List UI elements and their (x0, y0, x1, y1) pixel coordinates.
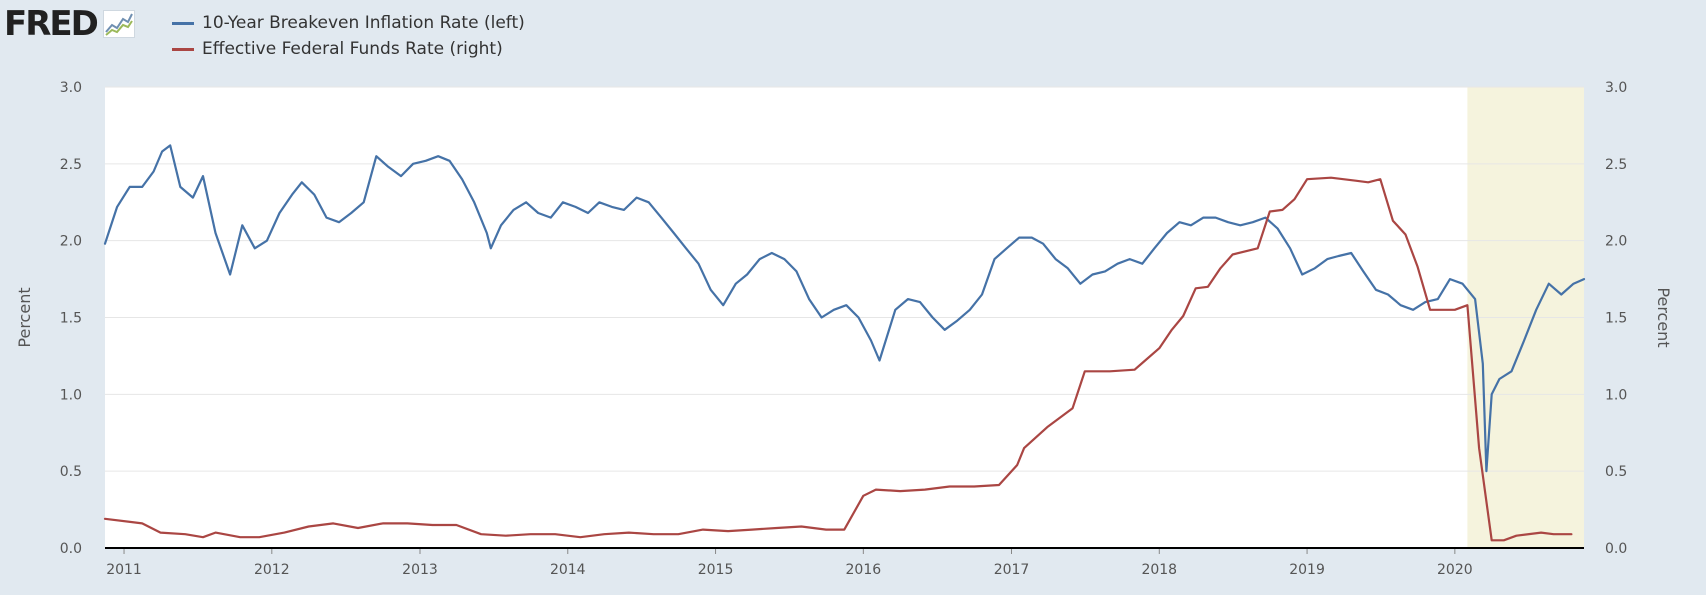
fred-logo[interactable]: FRED (4, 6, 135, 42)
chart-header: FRED 10-Year Breakeven Inflation Rate (l… (0, 0, 1706, 70)
right-tick-label: 1.5 (1605, 311, 1627, 327)
right-tick-label: 2.5 (1605, 157, 1627, 173)
left-tick-label: 2.0 (60, 234, 82, 250)
right-tick-label: 0.0 (1605, 541, 1627, 557)
left-tick-label: 3.0 (60, 80, 82, 96)
x-tick-label: 2017 (994, 562, 1030, 578)
x-tick-label: 2015 (698, 562, 734, 578)
left-tick-label: 0.0 (60, 541, 82, 557)
left-tick-label: 1.5 (60, 311, 82, 327)
right-tick-label: 3.0 (1605, 80, 1627, 96)
left-tick-label: 1.0 (60, 387, 82, 403)
left-tick-label: 0.5 (60, 464, 82, 480)
x-tick-label: 2018 (1141, 562, 1177, 578)
right-tick-label: 0.5 (1605, 464, 1627, 480)
chart-line-icon (102, 10, 135, 38)
legend-swatch-fed-funds (172, 47, 194, 51)
right-tick-label: 1.0 (1605, 387, 1627, 403)
right-axis-title: Percent (1654, 287, 1673, 347)
x-tick-label: 2011 (106, 562, 142, 578)
legend-label-fed-funds: Effective Federal Funds Rate (right) (202, 39, 503, 59)
left-tick-label: 2.5 (60, 157, 82, 173)
x-tick-label: 2012 (254, 562, 290, 578)
right-tick-label: 2.0 (1605, 234, 1627, 250)
legend-swatch-breakeven (172, 21, 194, 25)
series-line-breakeven[interactable] (103, 144, 1586, 473)
x-tick-label: 2013 (402, 562, 438, 578)
legend-item-fed-funds[interactable]: Effective Federal Funds Rate (right) (172, 37, 503, 61)
x-tick-label: 2019 (1289, 562, 1325, 578)
x-tick-label: 2020 (1437, 562, 1473, 578)
fred-logo-text: FRED (4, 4, 99, 44)
series-line-fed-funds[interactable] (103, 176, 1573, 542)
x-tick-label: 2014 (550, 562, 586, 578)
legend-label-breakeven: 10-Year Breakeven Inflation Rate (left) (202, 13, 525, 33)
x-tick-label: 2016 (846, 562, 882, 578)
left-axis-title: Percent (15, 287, 34, 347)
legend-item-breakeven[interactable]: 10-Year Breakeven Inflation Rate (left) (172, 11, 525, 35)
